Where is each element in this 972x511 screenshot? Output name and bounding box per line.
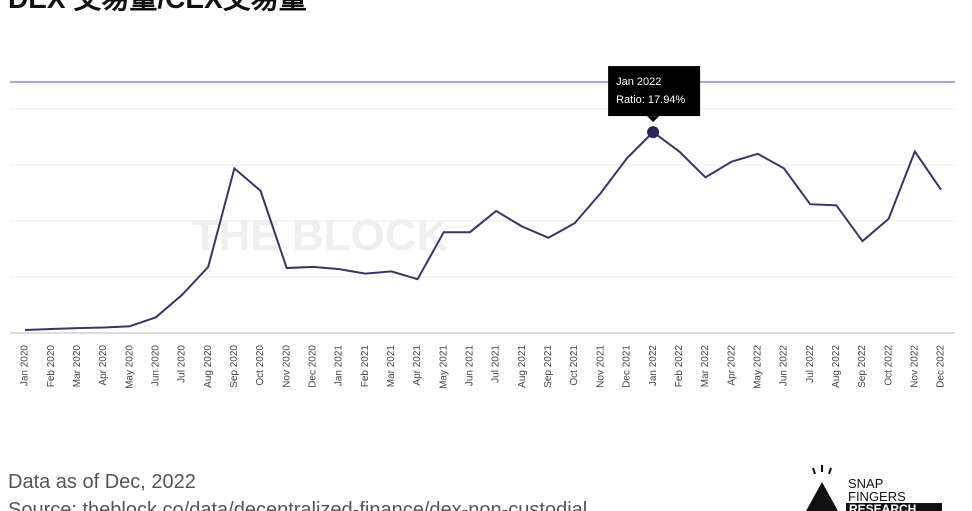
x-tick-label: Jan 2020 bbox=[20, 345, 31, 387]
x-tick-label: Aug 2022 bbox=[831, 345, 842, 388]
x-tick-label: Jul 2021 bbox=[491, 345, 502, 383]
chart-title: DEX 交易量/CEX交易量 bbox=[8, 0, 307, 14]
footer-note: Data as of Dec, 2022 bbox=[8, 471, 196, 493]
line-series bbox=[24, 130, 942, 331]
x-tick-label: Oct 2022 bbox=[883, 345, 894, 386]
x-tick-label: Jun 2020 bbox=[150, 345, 161, 387]
x-tick-label: Mar 2020 bbox=[72, 345, 83, 388]
tooltip-box bbox=[608, 66, 701, 117]
x-tick-label: Feb 2020 bbox=[46, 345, 57, 388]
x-tick-label: Aug 2020 bbox=[203, 345, 214, 388]
x-tick-label: Feb 2021 bbox=[360, 345, 371, 388]
x-tick-label: Sep 2022 bbox=[857, 345, 868, 388]
tooltip-text: Ratio: 17.94% bbox=[616, 94, 685, 106]
x-tick-label: Jun 2021 bbox=[465, 345, 476, 387]
x-tick-label: Jun 2022 bbox=[779, 345, 790, 387]
x-tick-label: Oct 2020 bbox=[255, 345, 266, 386]
x-tick-label: Jul 2022 bbox=[805, 345, 816, 383]
watermark: THE BLOCK bbox=[192, 211, 449, 260]
logo-text: RESEARCH bbox=[849, 502, 916, 511]
logo: SNAP FINGERS RESEARCH bbox=[806, 465, 942, 511]
x-tick-label: Apr 2022 bbox=[726, 345, 737, 386]
x-tick-label: Sep 2020 bbox=[229, 345, 240, 388]
x-tick-label: Mar 2021 bbox=[386, 345, 397, 388]
x-tick-label: Jan 2022 bbox=[648, 345, 659, 387]
x-tick-label: Sep 2021 bbox=[543, 345, 554, 388]
x-tick-label: Nov 2020 bbox=[281, 345, 292, 388]
x-tick-label: May 2020 bbox=[124, 345, 135, 389]
logo-icon bbox=[828, 467, 832, 475]
x-tick-label: Jul 2020 bbox=[177, 345, 188, 383]
x-tick-label: May 2021 bbox=[438, 345, 449, 389]
x-tick-label: Feb 2022 bbox=[674, 345, 685, 388]
plot: Jan 2020 Feb 2020 Mar 2020 Apr 2020 May 2020… bbox=[10, 66, 955, 389]
tooltip-pointer bbox=[647, 116, 660, 123]
footer-source: Source: theblock.co/data/decentralized-f… bbox=[8, 499, 587, 511]
x-tick-label: Dec 2022 bbox=[936, 345, 947, 388]
logo-icon bbox=[806, 482, 838, 511]
x-tick-label: Dec 2021 bbox=[622, 345, 633, 388]
tooltip-title: Jan 2022 bbox=[616, 76, 661, 88]
x-tick-label: Nov 2022 bbox=[909, 345, 920, 388]
x-tick-label: Apr 2020 bbox=[98, 345, 109, 386]
x-tick-label: Nov 2021 bbox=[595, 345, 606, 388]
logo-icon bbox=[812, 467, 816, 475]
x-tick-label: Dec 2020 bbox=[308, 345, 319, 388]
x-tick-label: Apr 2021 bbox=[412, 345, 423, 386]
x-tick-label: Oct 2021 bbox=[569, 345, 580, 386]
logo-text: FINGERS bbox=[848, 489, 906, 504]
x-tick-label: Aug 2021 bbox=[517, 345, 528, 388]
highlight-point bbox=[647, 126, 660, 139]
logo-text: SNAP bbox=[848, 476, 883, 491]
logo-band bbox=[846, 503, 942, 511]
x-tick-label: May 2022 bbox=[752, 345, 763, 389]
x-tick-label: Jan 2021 bbox=[334, 345, 345, 387]
x-tick-label: Mar 2022 bbox=[700, 345, 711, 388]
